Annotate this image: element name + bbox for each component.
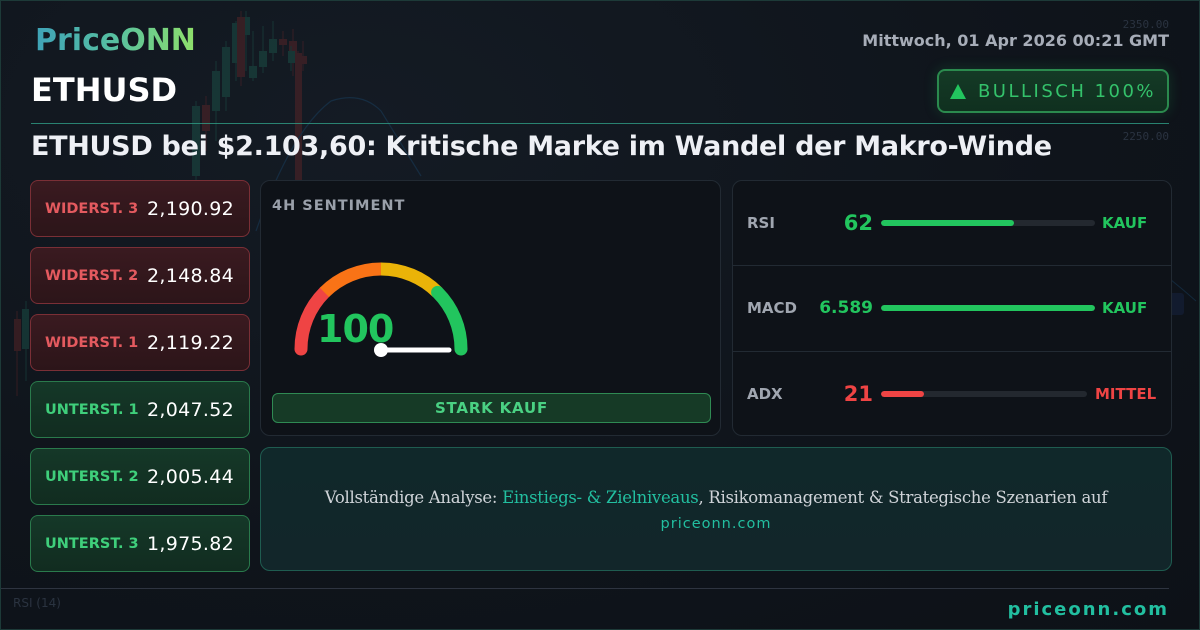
level-label: UNTERST. 3 <box>45 535 139 552</box>
indicator-name: ADX <box>747 385 783 404</box>
cta-suffix: , Risikomanagement & Strategische Szenar… <box>698 488 1108 507</box>
level-value: 2,190.92 <box>147 197 235 220</box>
level-value: 2,148.84 <box>147 264 235 287</box>
sentiment-gauge <box>294 262 468 357</box>
indicator-name: MACD <box>747 299 797 318</box>
indicator-macd: MACD 6.589 KAUF <box>733 266 1171 352</box>
indicator-signal: KAUF <box>1102 214 1148 233</box>
bullish-badge: BULLISCH 100% <box>937 69 1169 113</box>
priceonn-logo[interactable]: PriceONN <box>35 23 196 58</box>
analysis-cta[interactable]: Vollständige Analyse: Einstiegs- & Zieln… <box>260 447 1172 571</box>
sentiment-title: 4H SENTIMENT <box>272 198 406 214</box>
support-1: UNTERST. 1 2,047.52 <box>30 381 250 438</box>
level-label: WIDERST. 3 <box>45 200 139 217</box>
level-label: UNTERST. 1 <box>45 401 139 418</box>
header-divider <box>31 123 1169 124</box>
cta-link[interactable]: priceonn.com <box>660 516 772 532</box>
indicator-bar <box>881 391 1087 398</box>
symbol-title: ETHUSD <box>31 71 178 109</box>
indicator-signal: KAUF <box>1102 299 1148 318</box>
rsi-pane-label: RSI (14) <box>13 596 61 610</box>
indicator-rsi: RSI 62 KAUF <box>733 181 1171 267</box>
axis-label: 2250.00 <box>1122 130 1169 143</box>
timestamp: Mittwoch, 01 Apr 2026 00:21 GMT <box>862 31 1169 50</box>
headline: ETHUSD bei $2.103,60: Kritische Marke im… <box>31 131 1052 162</box>
gauge-value: 100 <box>317 307 394 351</box>
level-value: 2,005.44 <box>147 465 235 488</box>
gauge-pivot <box>374 343 388 357</box>
level-value: 2,119.22 <box>147 331 235 354</box>
indicator-signal: MITTEL <box>1095 385 1157 404</box>
indicator-value: 21 <box>843 382 873 407</box>
resistance-1: WIDERST. 1 2,119.22 <box>30 314 250 371</box>
indicator-value: 62 <box>843 211 873 236</box>
cta-highlight: Einstiegs- & Zielniveaus <box>502 488 699 507</box>
level-label: WIDERST. 1 <box>45 334 139 351</box>
verdict-badge: STARK KAUF <box>272 393 711 423</box>
footer-divider <box>1 588 1169 589</box>
sentiment-card: 4H SENTIMENT 100 STARK KAUF <box>260 180 721 436</box>
cta-prefix: Vollständige Analyse: <box>324 488 503 507</box>
support-2: UNTERST. 2 2,005.44 <box>30 448 250 505</box>
level-value: 2,047.52 <box>147 398 235 421</box>
indicator-bar <box>881 305 1095 312</box>
indicators-card: RSI 62 KAUF MACD 6.589 KAUF ADX 21 MITTE… <box>732 180 1172 436</box>
triangle-up-icon <box>949 83 966 99</box>
indicator-value: 6.589 <box>819 298 873 319</box>
indicator-adx: ADX 21 MITTEL <box>733 352 1171 435</box>
price-levels: WIDERST. 3 2,190.92 WIDERST. 2 2,148.84 … <box>30 180 250 582</box>
level-label: UNTERST. 2 <box>45 468 139 485</box>
level-value: 1,975.82 <box>147 532 235 555</box>
indicator-bar <box>881 220 1095 227</box>
footer-link[interactable]: priceonn.com <box>1007 599 1169 620</box>
resistance-3: WIDERST. 3 2,190.92 <box>30 180 250 237</box>
indicator-name: RSI <box>747 214 775 233</box>
resistance-2: WIDERST. 2 2,148.84 <box>30 247 250 304</box>
support-3: UNTERST. 3 1,975.82 <box>30 515 250 572</box>
level-label: WIDERST. 2 <box>45 267 139 284</box>
axis-label: 2350.00 <box>1122 18 1169 31</box>
badge-label: BULLISCH 100% <box>977 80 1157 102</box>
cta-text: Vollständige Analyse: Einstiegs- & Zieln… <box>261 488 1171 507</box>
